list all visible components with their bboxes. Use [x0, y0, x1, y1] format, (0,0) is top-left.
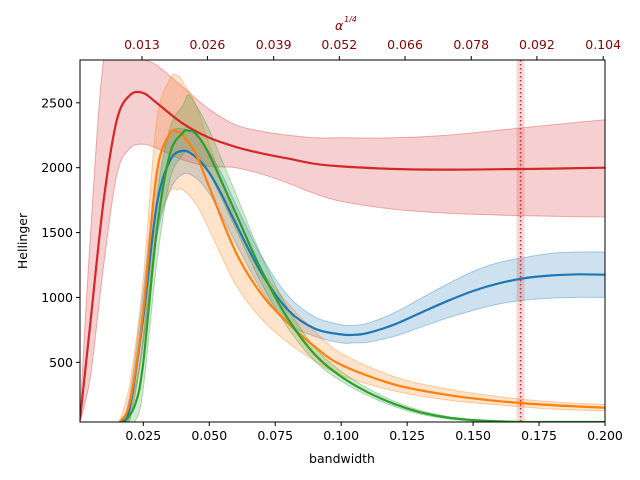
- x-axis-ticks: 0.025 0.050 0.075 0.100 0.125 0.150 0.175 0.200: [125, 422, 623, 443]
- top-axis-label-base: α: [335, 18, 344, 33]
- plot-frame: [79, 59, 606, 423]
- series-lines: [80, 90, 605, 422]
- x-tick-label: 0.150: [455, 428, 491, 443]
- top-tick-label: 0.104: [585, 37, 621, 52]
- confidence-band-3: [119, 73, 605, 422]
- series-line-1: [80, 90, 605, 420]
- x-tick-label: 0.075: [257, 428, 293, 443]
- series-line-4: [123, 129, 605, 422]
- y-tick-label: 1000: [41, 290, 73, 305]
- y-tick-label: 500: [49, 355, 73, 370]
- top-tick-label: 0.052: [321, 37, 357, 52]
- x-tick-label: 0.175: [521, 428, 557, 443]
- top-axis-label-exponent: 1/4: [344, 15, 357, 24]
- top-tick-label: 0.066: [387, 37, 423, 52]
- y-axis-ticks: 500 1000 1500 2000 2500: [41, 95, 80, 370]
- top-tick-label: 0.039: [256, 37, 292, 52]
- top-tick-label: 0.026: [190, 37, 226, 52]
- y-tick-label: 2500: [41, 95, 73, 110]
- top-axis-ticks: 0.013 0.026 0.039 0.052 0.066 0.078 0.092 0.104: [124, 37, 621, 60]
- top-tick-label: 0.092: [519, 37, 555, 52]
- plot-background: [80, 60, 605, 422]
- y-tick-label: 1500: [41, 225, 73, 240]
- top-tick-label: 0.078: [453, 37, 489, 52]
- x-tick-label: 0.200: [587, 428, 623, 443]
- series-line-3: [118, 129, 605, 422]
- y-axis-label: Hellinger: [15, 212, 30, 269]
- x-tick-label: 0.125: [389, 428, 425, 443]
- confidence-band-4: [124, 94, 605, 422]
- x-tick-label: 0.100: [323, 428, 359, 443]
- x-tick-label: 0.025: [125, 428, 161, 443]
- x-axis-label: bandwidth: [309, 451, 375, 466]
- y-tick-label: 2000: [41, 160, 73, 175]
- top-axis-label: α 1/4: [335, 15, 357, 33]
- reference-line-layer: [516, 60, 525, 422]
- top-tick-label: 0.013: [124, 37, 160, 52]
- x-tick-label: 0.050: [191, 428, 227, 443]
